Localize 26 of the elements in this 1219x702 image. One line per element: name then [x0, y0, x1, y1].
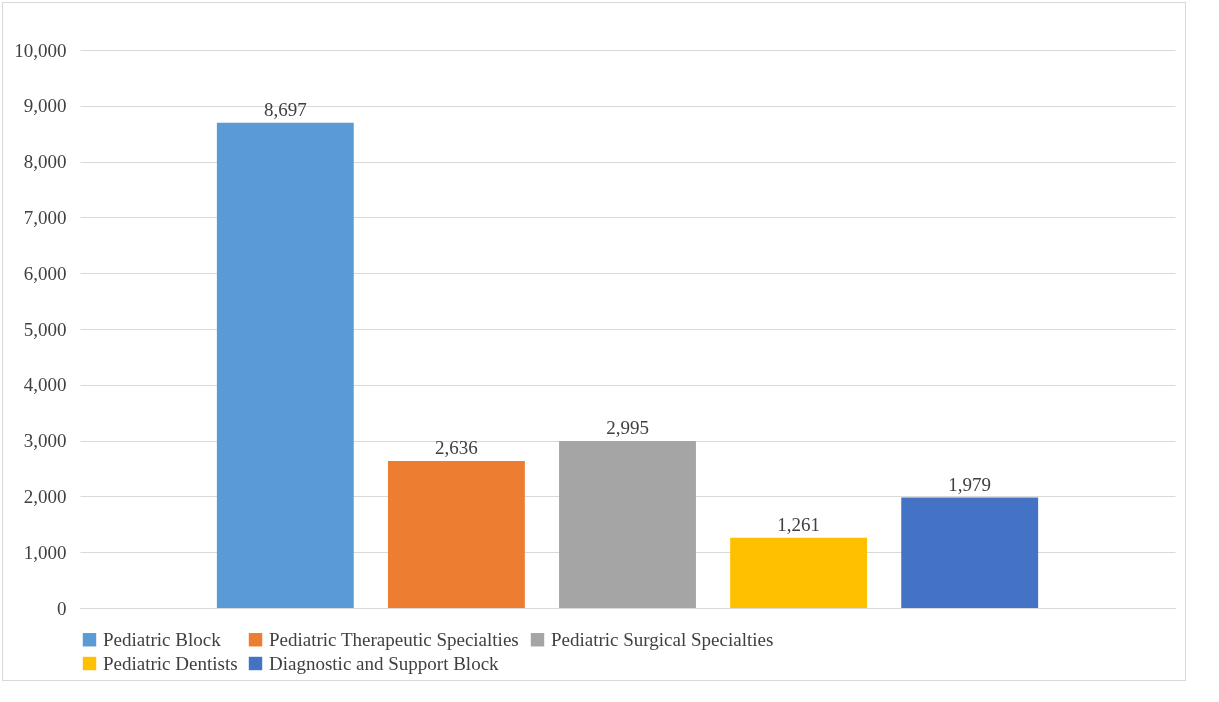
y-tick-label: 3,000 — [23, 430, 67, 452]
legend-label: Pediatric Dentists — [103, 652, 238, 674]
y-tick-label: 9,000 — [23, 95, 67, 117]
bar — [387, 460, 525, 608]
bar — [559, 440, 696, 608]
y-tick-label: 10,000 — [14, 39, 67, 61]
bar — [901, 497, 1039, 608]
data-label: 1,261 — [777, 513, 820, 535]
y-tick-label: 2,000 — [23, 485, 67, 507]
legend-label: Diagnostic and Support Block — [269, 652, 500, 674]
legend-label: Pediatric Therapeutic Specialties — [269, 628, 519, 650]
data-label: 2,995 — [606, 416, 649, 438]
y-tick-label: 8,000 — [23, 151, 67, 173]
y-tick-label: 0 — [57, 597, 67, 619]
data-label: 8,697 — [263, 98, 307, 120]
y-tick-label: 1,000 — [23, 541, 67, 563]
y-tick-label: 7,000 — [23, 206, 67, 228]
bar — [730, 537, 868, 608]
legend-label: Pediatric Block — [103, 628, 222, 650]
bar — [216, 122, 354, 608]
data-label: 2,636 — [435, 436, 478, 458]
y-tick-label: 4,000 — [23, 374, 67, 396]
y-tick-label: 6,000 — [23, 262, 67, 284]
legend-label: Pediatric Surgical Specialties — [551, 628, 774, 650]
y-tick-label: 5,000 — [23, 318, 67, 340]
data-label: 1,979 — [948, 473, 992, 495]
